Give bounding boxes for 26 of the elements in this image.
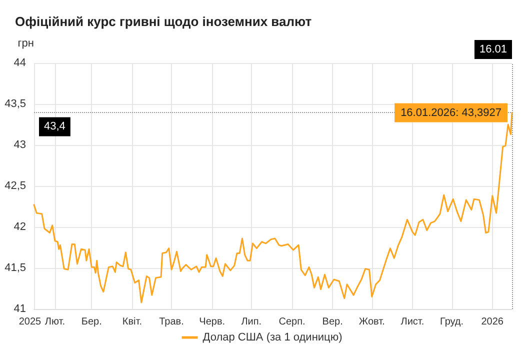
x-tick-label: Вер.: [322, 316, 343, 328]
y-tick-label: 44: [14, 57, 26, 69]
y-axis-title: грн: [18, 38, 34, 50]
x-tick-label: Груд.: [440, 316, 464, 328]
y-tick-label: 43,5: [4, 98, 26, 110]
x-tick-label: Черв.: [199, 316, 226, 328]
annotation: 16.01.2026: 43,3927: [400, 106, 502, 119]
x-tick-label: Лют.: [44, 316, 65, 328]
y-tick-label: 42,5: [4, 180, 26, 192]
chart-title: Офіційний курс гривні щодо іноземних валют: [15, 14, 312, 29]
x-tick-label: Лип.: [241, 316, 262, 328]
y-tick-label: 41: [14, 303, 26, 315]
y-tick-label: 41,5: [4, 262, 26, 274]
x-tick-label: Жовт.: [358, 316, 385, 328]
ref-line-label: 16.01: [479, 44, 507, 56]
x-tick-label: Лист.: [400, 316, 424, 328]
x-tick-label: 2025: [18, 316, 42, 328]
y-tick-label: 42: [14, 221, 26, 233]
x-tick-label: Квіт.: [122, 316, 142, 328]
x-tick-label: Бер.: [81, 316, 102, 328]
x-tick-label: 2026: [481, 316, 504, 328]
x-tick-label: Трав.: [159, 316, 184, 328]
x-tick-label: Серп.: [278, 316, 306, 328]
legend-label: Долар США (за 1 одиницю): [202, 332, 342, 344]
y-tick-label: 43: [14, 139, 26, 151]
ref-line-label: 43,4: [44, 120, 66, 133]
